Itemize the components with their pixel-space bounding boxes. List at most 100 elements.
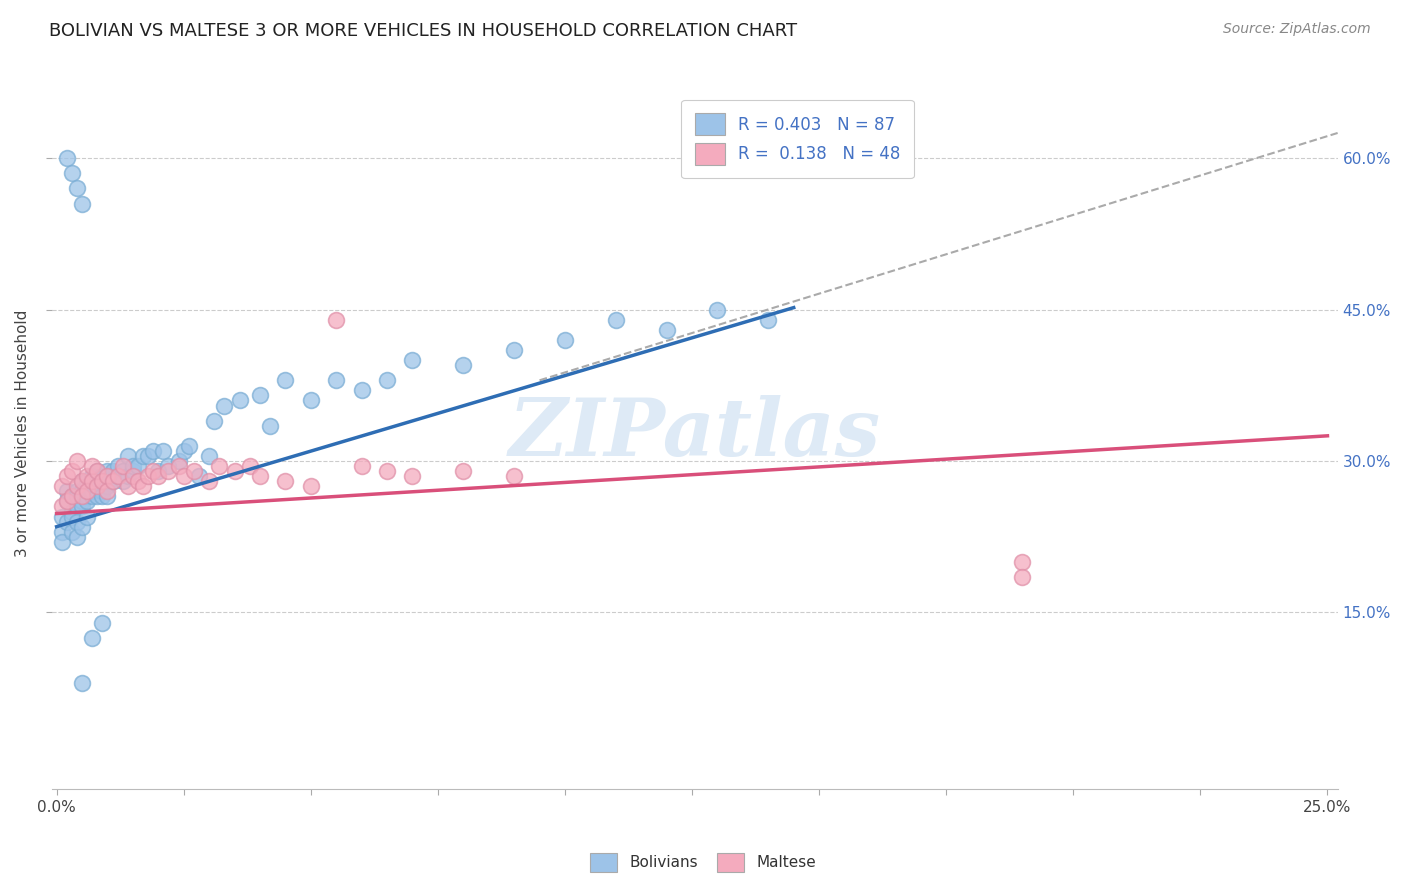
Point — [503, 469, 526, 483]
Point — [82, 484, 104, 499]
Point — [66, 479, 89, 493]
Point — [453, 464, 475, 478]
Point — [198, 475, 221, 489]
Point — [132, 449, 155, 463]
Point — [208, 459, 231, 474]
Point — [121, 464, 143, 478]
Point — [86, 464, 108, 478]
Point — [350, 459, 373, 474]
Point — [66, 484, 89, 499]
Point — [111, 464, 134, 478]
Point — [503, 343, 526, 357]
Point — [173, 469, 195, 483]
Point — [214, 399, 236, 413]
Point — [60, 489, 83, 503]
Point — [60, 489, 83, 503]
Point — [121, 469, 143, 483]
Point — [91, 475, 114, 489]
Point — [96, 489, 118, 503]
Point — [76, 489, 98, 503]
Point — [76, 494, 98, 508]
Point — [86, 489, 108, 503]
Point — [82, 469, 104, 483]
Point — [70, 475, 93, 489]
Point — [76, 475, 98, 489]
Point — [82, 459, 104, 474]
Point — [148, 464, 170, 478]
Point — [401, 353, 423, 368]
Point — [55, 494, 77, 508]
Point — [91, 469, 114, 483]
Point — [325, 312, 347, 326]
Point — [605, 312, 627, 326]
Point — [117, 449, 139, 463]
Point — [51, 509, 73, 524]
Point — [96, 484, 118, 499]
Point — [127, 459, 149, 474]
Point — [224, 464, 246, 478]
Point — [60, 509, 83, 524]
Point — [127, 475, 149, 489]
Point — [96, 469, 118, 483]
Point — [76, 479, 98, 493]
Point — [107, 459, 129, 474]
Point — [82, 475, 104, 489]
Point — [66, 530, 89, 544]
Point — [401, 469, 423, 483]
Point — [70, 484, 93, 499]
Point — [299, 479, 322, 493]
Point — [756, 312, 779, 326]
Point — [167, 459, 190, 474]
Point — [299, 393, 322, 408]
Point — [111, 475, 134, 489]
Point — [55, 515, 77, 529]
Point — [60, 464, 83, 478]
Point — [55, 151, 77, 165]
Point — [82, 475, 104, 489]
Text: Source: ZipAtlas.com: Source: ZipAtlas.com — [1223, 22, 1371, 37]
Point — [107, 469, 129, 483]
Point — [70, 196, 93, 211]
Point — [70, 519, 93, 533]
Point — [173, 444, 195, 458]
Point — [152, 444, 174, 458]
Point — [1011, 570, 1033, 584]
Point — [375, 373, 398, 387]
Y-axis label: 3 or more Vehicles in Household: 3 or more Vehicles in Household — [15, 310, 30, 557]
Point — [706, 302, 728, 317]
Point — [111, 459, 134, 474]
Point — [70, 489, 93, 503]
Point — [76, 509, 98, 524]
Point — [70, 494, 93, 508]
Point — [157, 459, 180, 474]
Point — [66, 181, 89, 195]
Point — [55, 494, 77, 508]
Point — [136, 469, 159, 483]
Point — [148, 469, 170, 483]
Point — [101, 475, 124, 489]
Point — [142, 464, 165, 478]
Point — [177, 439, 200, 453]
Point — [117, 469, 139, 483]
Point — [82, 631, 104, 645]
Point — [239, 459, 262, 474]
Point — [70, 676, 93, 690]
Point — [60, 166, 83, 180]
Point — [274, 475, 297, 489]
Point — [96, 469, 118, 483]
Point — [259, 418, 281, 433]
Point — [453, 358, 475, 372]
Point — [375, 464, 398, 478]
Point — [121, 459, 143, 474]
Point — [55, 484, 77, 499]
Point — [142, 444, 165, 458]
Point — [66, 454, 89, 468]
Point — [249, 388, 271, 402]
Point — [107, 469, 129, 483]
Text: BOLIVIAN VS MALTESE 3 OR MORE VEHICLES IN HOUSEHOLD CORRELATION CHART: BOLIVIAN VS MALTESE 3 OR MORE VEHICLES I… — [49, 22, 797, 40]
Point — [66, 489, 89, 503]
Legend: Bolivians, Maltese: Bolivians, Maltese — [582, 845, 824, 880]
Point — [249, 469, 271, 483]
Point — [325, 373, 347, 387]
Point — [76, 484, 98, 499]
